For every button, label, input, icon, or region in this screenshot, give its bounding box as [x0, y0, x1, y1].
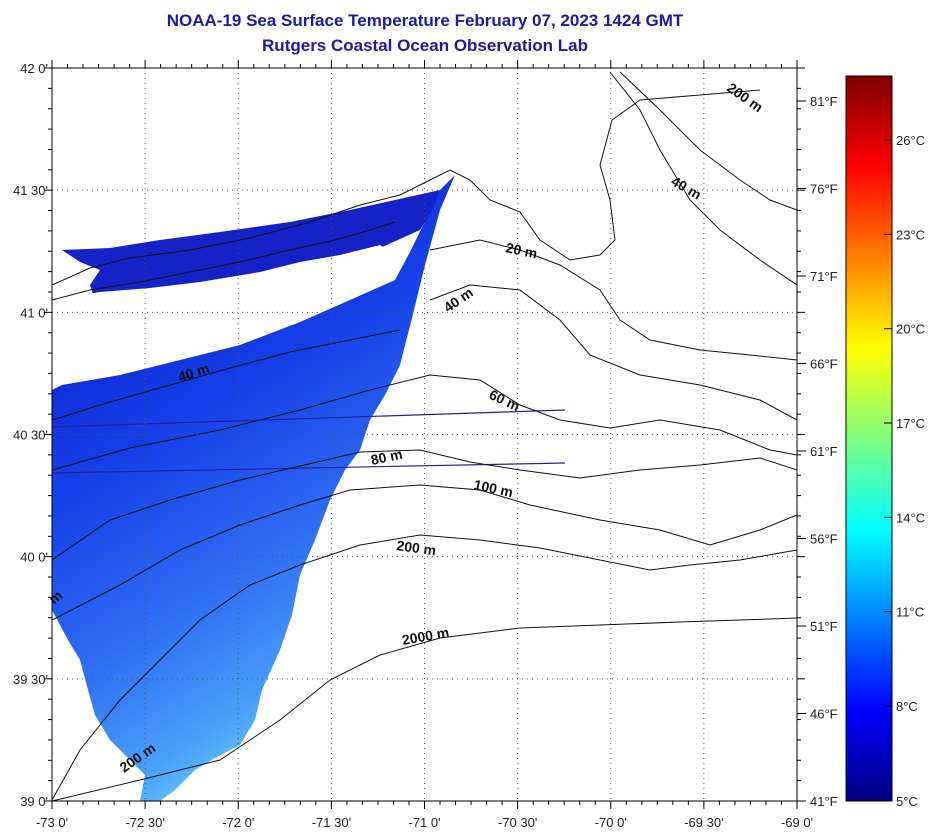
longitude-label: -69 0': [781, 815, 813, 830]
longitude-label: -70 0': [595, 815, 627, 830]
sst-land-gap: [52, 245, 395, 352]
latitude-label: 42 0': [20, 61, 48, 76]
isobath-label: 200 m: [724, 79, 766, 115]
isobath-label: 40 m: [669, 173, 705, 203]
longitude-label: -69 30': [684, 815, 723, 830]
longitude-label: -73 0': [36, 815, 68, 830]
map-title: NOAA-19 Sea Surface Temperature February…: [166, 11, 684, 30]
map-frame: [51, 67, 798, 802]
colorbar-c-label: 11°C: [896, 605, 924, 620]
colorbar-f-label: 81°F: [810, 94, 838, 109]
colorbar-c-label: 20°C: [896, 322, 925, 337]
longitude-label: -72 0': [222, 815, 254, 830]
colorbar-f-label: 46°F: [810, 707, 838, 722]
isobath-label: 2000 m: [401, 624, 451, 648]
isobath-80m: [52, 449, 797, 561]
colorbar-c-label: 14°C: [896, 510, 925, 525]
isobath-label: 20 m: [504, 239, 539, 261]
longitude-label: -71 30': [312, 815, 351, 830]
latitude-label: 40 0': [20, 550, 48, 565]
colorbar-fahrenheit-labels: 81°F 76°F 71°F 66°F 61°F 56°F 51°F 46°F 41°F: [797, 94, 838, 809]
isobath-gom-2: [619, 71, 797, 211]
isobath-label: 80 m: [369, 446, 404, 468]
longitude-label: -70 30': [498, 815, 537, 830]
latitude-labels: 42 0' 41 30' 41 0' 40 30' 40 0' 39 30' 39 0': [13, 61, 48, 809]
isobath-40m-east: [429, 284, 797, 421]
colorbar-f-label: 66°F: [810, 357, 838, 372]
longitude-label: -72 30': [125, 815, 164, 830]
sst-sound-patch: [62, 190, 440, 305]
isobath-label: 60 m: [487, 386, 523, 414]
longitude-label: -71 0': [408, 815, 440, 830]
colorbar-f-label: 71°F: [810, 269, 838, 284]
isobaths: [52, 71, 797, 801]
coastline-long-island: [52, 221, 396, 301]
isobath-60m: [52, 374, 797, 471]
isobath-40m-shelf: [52, 329, 401, 421]
sst-imagery: [52, 175, 566, 801]
colorbar-f-label: 51°F: [810, 619, 838, 634]
isobath-label: 200 m: [396, 537, 438, 558]
latitude-label: 41 30': [13, 183, 48, 198]
colorbar-c-label: 23°C: [896, 227, 925, 242]
longitude-labels: -73 0' -72 30' -72 0' -71 30' -71 0' -70 30' -…: [36, 815, 813, 830]
latitude-label: 41 0': [20, 305, 48, 320]
colorbar-c-label: 17°C: [896, 416, 925, 431]
colorbar-f-label: 41°F: [810, 794, 838, 809]
colorbar: [845, 75, 893, 802]
latitude-label: 39 0': [20, 794, 48, 809]
isobath-2000m: [52, 617, 797, 801]
latitude-label: 40 30': [13, 428, 48, 443]
colorbar-celsius-labels: 26°C 23°C 20°C 17°C 14°C 11°C 8°C 5°C: [884, 133, 925, 809]
sst-swath: [52, 175, 455, 801]
isobath-20m: [429, 239, 797, 361]
isobath-200m-gom: [609, 71, 797, 286]
colorbar-c-label: 26°C: [896, 133, 925, 148]
isobath-label: 40 m: [441, 284, 476, 315]
latitude-label: 39 30': [13, 672, 48, 687]
colorbar-f-label: 56°F: [810, 532, 838, 547]
colorbar-f-label: 61°F: [810, 444, 838, 459]
colorbar-c-label: 5°C: [896, 794, 918, 809]
isobath-100m: [52, 484, 797, 621]
isobath-label: 100 m: [472, 476, 514, 500]
graticule: [44, 60, 805, 809]
map-subtitle: Rutgers Coastal Ocean Observation Lab: [262, 36, 588, 55]
coastline-southern-new-england: [52, 89, 761, 286]
isobath-200m: [52, 534, 797, 801]
colorbar-c-label: 8°C: [896, 699, 918, 714]
colorbar-f-label: 76°F: [810, 182, 838, 197]
